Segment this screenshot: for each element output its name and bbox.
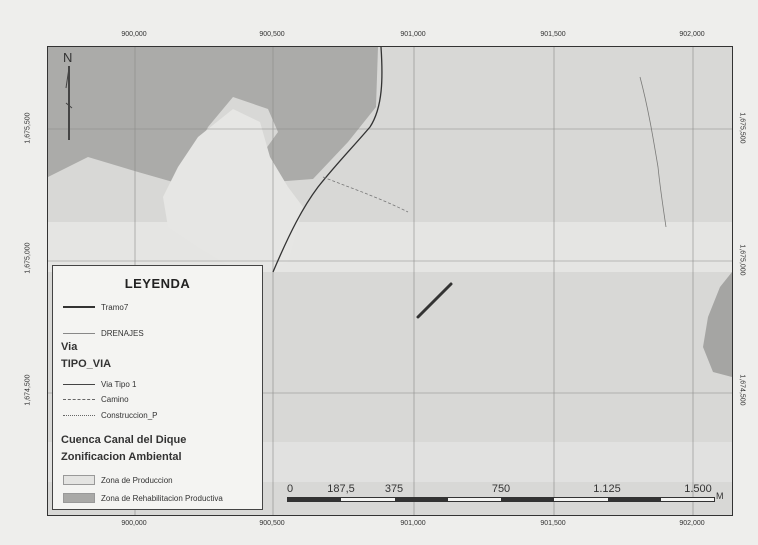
legend-item-tramo7: Tramo7	[61, 300, 128, 314]
rehabilitation-zone-right	[703, 272, 732, 377]
dotted-line-icon	[61, 410, 97, 420]
scale-bar-track	[287, 497, 715, 502]
legend: LEYENDA Tramo7 DRENAJES Via TIPO_VIA Via…	[52, 265, 263, 510]
road-via-tipo-1	[272, 47, 383, 273]
y-tick-left-3: 1,674,500	[24, 374, 32, 406]
x-tick-bottom-3: 901,000	[400, 520, 426, 527]
legend-section-via: Via	[61, 341, 78, 353]
scale-unit: M	[716, 491, 724, 501]
production-zone	[163, 109, 303, 269]
light-box-icon	[61, 475, 97, 485]
x-tick-top-5: 902,000	[679, 31, 705, 38]
rehabilitation-zone-top	[48, 47, 378, 182]
y-tick-right-3: 1,674,500	[738, 374, 746, 406]
north-arrow-icon: N	[63, 50, 72, 140]
legend-item-drenajes: DRENAJES	[61, 326, 144, 340]
scale-label-4: 1.125	[593, 483, 621, 495]
scale-label-0: 0	[286, 483, 294, 495]
scale-bar: 0 187,5 375 750 1.125 1.500 M	[286, 483, 724, 505]
thin-line-icon	[61, 328, 97, 338]
solid-line-icon	[61, 379, 97, 389]
x-tick-bottom-2: 900,500	[259, 520, 285, 527]
y-tick-left-1: 1,675,500	[24, 112, 32, 144]
x-tick-top-1: 900,000	[121, 31, 147, 38]
scale-label-3: 750	[491, 483, 511, 495]
y-tick-right-1: 1,675,500	[738, 112, 746, 144]
dark-box-icon	[61, 493, 97, 503]
tramo7-segment[interactable]	[416, 282, 453, 319]
legend-item-camino: Camino	[61, 392, 129, 406]
legend-section-zonificacion: Zonificacion Ambiental	[61, 451, 182, 463]
legend-section-tipo: TIPO_VIA	[61, 358, 112, 370]
scale-label-1: 187,5	[327, 483, 355, 495]
legend-item-construccion: Construccion_P	[61, 408, 157, 422]
scale-label-2: 375	[384, 483, 404, 495]
legend-item-via-tipo-1: Via Tipo 1	[61, 377, 136, 391]
legend-item-zona-rehabilitacion: Zona de Rehabilitacion Productiva	[61, 491, 223, 505]
legend-item-zona-produccion: Zona de Produccion	[61, 473, 173, 487]
north-label: N	[63, 50, 72, 65]
drainage-line-2	[639, 76, 667, 228]
x-tick-bottom-5: 902,000	[679, 520, 705, 527]
light-band-1	[48, 222, 732, 272]
y-tick-right-2: 1,675,000	[738, 244, 746, 276]
x-tick-bottom-1: 900,000	[121, 520, 147, 527]
scale-label-5: 1.500	[684, 483, 712, 495]
thick-line-icon	[61, 302, 97, 312]
dashed-line-icon	[61, 394, 97, 404]
y-tick-left-2: 1,675,000	[24, 242, 32, 274]
drainage-line-1	[322, 176, 409, 213]
x-tick-top-3: 901,000	[400, 31, 426, 38]
x-tick-bottom-4: 901,500	[540, 520, 566, 527]
legend-section-cuenca: Cuenca Canal del Dique	[61, 434, 187, 446]
x-tick-top-4: 901,500	[540, 31, 566, 38]
legend-title: LEYENDA	[124, 276, 191, 291]
x-tick-top-2: 900,500	[259, 31, 285, 38]
